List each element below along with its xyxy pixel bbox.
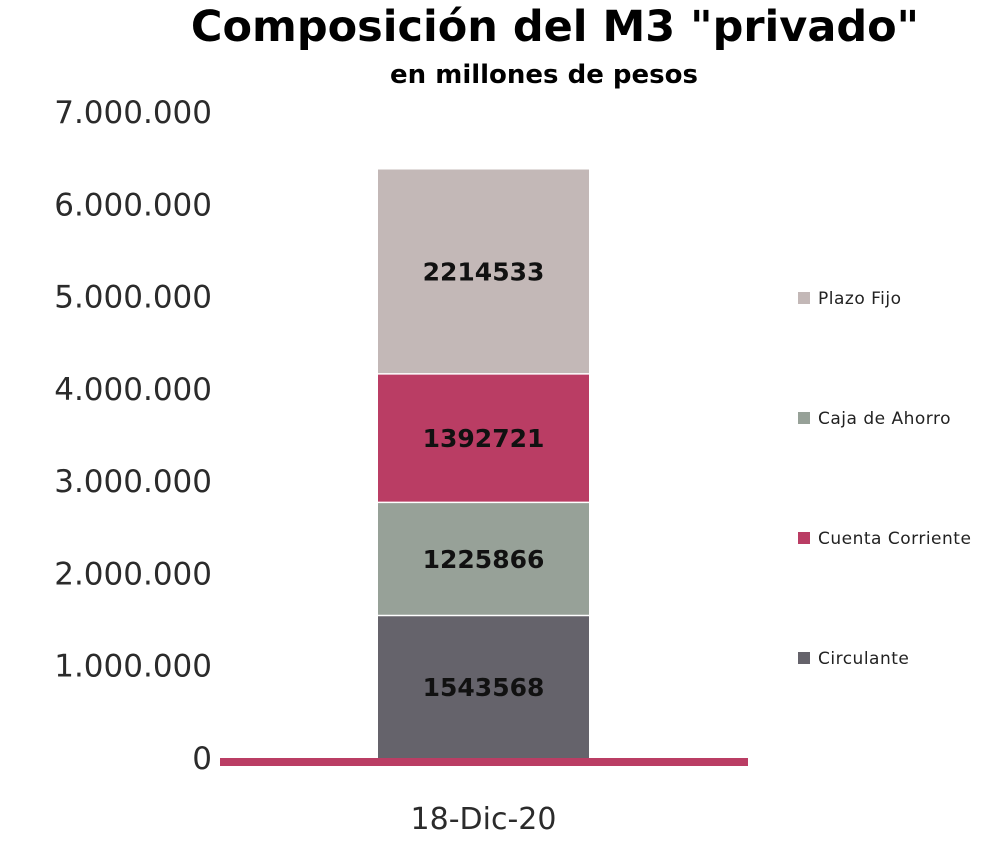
legend-swatch bbox=[798, 292, 810, 304]
y-tick-label: 2.000.000 bbox=[54, 556, 212, 592]
x-axis: 18-Dic-20 bbox=[220, 758, 748, 837]
legend-swatch bbox=[798, 412, 810, 424]
chart-title: Composición del M3 "privado" bbox=[190, 2, 920, 52]
legend-item-caja-de-ahorro: Caja de Ahorro bbox=[798, 409, 951, 429]
legend: Plazo Fijo Caja de Ahorro Cuenta Corriente… bbox=[798, 289, 971, 669]
data-label-cuenta-corriente: 1392721 bbox=[423, 424, 545, 453]
bar-stack: 1543568 1225866 1392721 2214533 bbox=[378, 169, 589, 758]
legend-swatch bbox=[798, 652, 810, 664]
data-label-plazo-fijo: 2214533 bbox=[423, 258, 545, 287]
data-label-caja-de-ahorro: 1225866 bbox=[423, 545, 545, 574]
legend-label: Circulante bbox=[818, 649, 909, 669]
x-tick-label: 18-Dic-20 bbox=[411, 802, 557, 837]
data-label-circulante: 1543568 bbox=[423, 673, 545, 702]
y-tick-label: 1.000.000 bbox=[54, 649, 212, 685]
y-tick-label: 7.000.000 bbox=[54, 95, 212, 131]
legend-item-circulante: Circulante bbox=[798, 649, 909, 669]
y-axis: 0 1.000.000 2.000.000 3.000.000 4.000.000 5.0… bbox=[54, 95, 212, 777]
y-tick-label: 0 bbox=[192, 741, 212, 777]
legend-label: Caja de Ahorro bbox=[818, 409, 951, 429]
bar-segment-plazo-fijo bbox=[378, 169, 589, 374]
bar-segment-circulante bbox=[378, 615, 589, 758]
legend-label: Cuenta Corriente bbox=[818, 529, 971, 549]
legend-item-cuenta-corriente: Cuenta Corriente bbox=[798, 529, 971, 549]
y-tick-label: 4.000.000 bbox=[54, 372, 212, 408]
y-tick-label: 3.000.000 bbox=[54, 464, 212, 500]
y-tick-label: 5.000.000 bbox=[54, 280, 212, 316]
bar-segment-caja-de-ahorro bbox=[378, 502, 589, 616]
bar-segment-cuenta-corriente bbox=[378, 373, 589, 503]
legend-item-plazo-fijo: Plazo Fijo bbox=[798, 289, 902, 309]
chart-subtitle: en millones de pesos bbox=[390, 60, 698, 90]
legend-label: Plazo Fijo bbox=[818, 289, 902, 309]
y-tick-label: 6.000.000 bbox=[54, 187, 212, 223]
legend-swatch bbox=[798, 532, 810, 544]
